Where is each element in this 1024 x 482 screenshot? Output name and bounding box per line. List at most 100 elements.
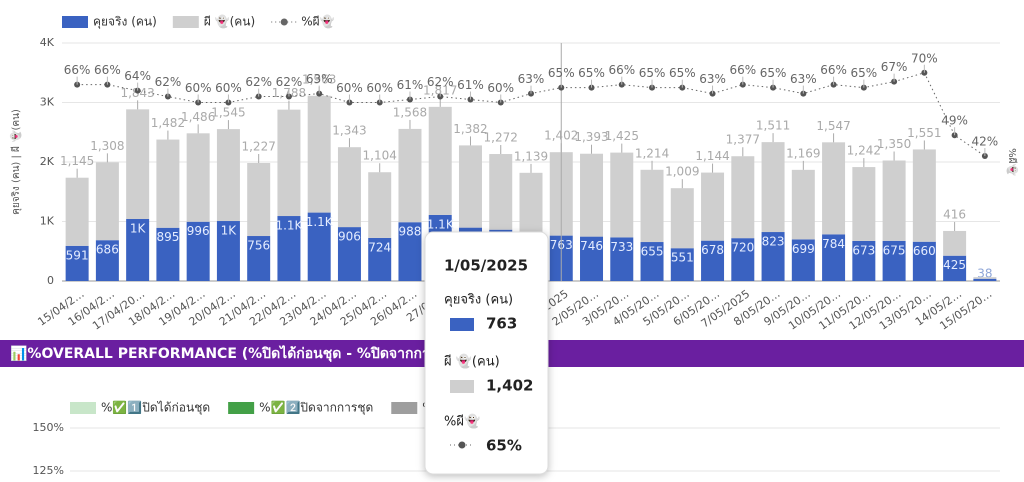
bar-value-label: 1,545 [211, 106, 245, 120]
bar-segment [368, 237, 392, 281]
bar-value-label: 1,214 [635, 146, 669, 160]
bar-segment [580, 236, 604, 281]
bar-value-label: 678 [701, 243, 724, 257]
bar-segment [761, 142, 785, 233]
bar-value-label: 699 [792, 242, 815, 256]
bar-segment [943, 230, 967, 256]
y-axis-label: คุยจริง (คน) | ผี 👻(คน) [9, 109, 22, 215]
bar-value-label: 1,568 [393, 105, 427, 119]
legend-item: คุยจริง (คน) [62, 15, 157, 30]
line-value-label: 62% [155, 75, 182, 89]
line-value-label: 63% [699, 72, 726, 86]
bar-segment [640, 242, 664, 281]
bar-segment [277, 109, 301, 217]
y-tick-label: 4K [40, 36, 55, 49]
bar-value-label: 660 [913, 244, 936, 258]
tooltip-box [424, 231, 549, 475]
bar-segment [126, 109, 150, 220]
bar-value-label: 988 [399, 225, 422, 239]
legend-swatch [228, 402, 255, 414]
line-value-label: 66% [94, 63, 121, 77]
bar-segment [398, 222, 422, 281]
bar-value-label: 1,350 [877, 137, 911, 151]
bar-value-label: 1,382 [453, 122, 487, 136]
bar-segment [701, 172, 725, 241]
bar-value-label: 1,227 [241, 140, 275, 154]
bar-value-label: 1,551 [907, 126, 941, 140]
y-tick-label: 3K [40, 96, 55, 109]
bar-value-label: 1,343 [332, 124, 366, 138]
bar-segment [882, 240, 906, 281]
bar-value-label: 1.1K [306, 215, 334, 229]
bar-value-label: 996 [187, 224, 210, 238]
bar-value-label: 1,009 [665, 165, 699, 179]
legend-label: %✅1️⃣ปิดได้ก่อนชุด [101, 401, 210, 416]
legend-label: %✅2️⃣ปิดจากการชุด [259, 401, 373, 416]
bar-segment [852, 240, 876, 281]
bar-value-label: 1K [221, 224, 238, 238]
bar-value-label: 823 [762, 235, 785, 249]
bar-segment [670, 188, 694, 249]
bar-segment [882, 160, 906, 241]
bar-segment [610, 152, 634, 238]
bar-segment [519, 172, 543, 241]
bar-segment [761, 232, 785, 281]
bar-value-label: 724 [368, 240, 391, 254]
bar-value-label: 1,169 [786, 146, 820, 160]
bar-segment [670, 248, 694, 281]
bar-value-label: 686 [96, 243, 119, 257]
y-tick-label: 125% [33, 464, 64, 477]
tooltip-series-name: คุยจริง (คน) [444, 293, 513, 308]
y2-axis-label: %ผี👻 [1006, 148, 1019, 176]
bar-segment [852, 167, 876, 241]
bar-segment [307, 212, 331, 281]
bar-segment [216, 221, 240, 281]
bar-value-label: 416 [943, 207, 966, 221]
line-value-label: 66% [608, 63, 635, 77]
legend-dot [280, 18, 288, 26]
line-value-label: 65% [578, 66, 605, 80]
tooltip-value: 763 [486, 315, 517, 333]
legend-swatch [62, 16, 88, 28]
tooltip-series-name: ผี 👻(คน) [444, 353, 500, 370]
tooltip-swatch [450, 318, 474, 331]
bar-value-label: 1.1K [275, 219, 303, 233]
line-value-label: 65% [851, 66, 878, 80]
bar-segment [398, 128, 422, 223]
legend-item: ผี 👻(คน) [172, 14, 255, 29]
bar-segment [701, 240, 725, 281]
tooltip-swatch [450, 380, 474, 393]
bar-segment [489, 154, 513, 230]
line-value-label: 62% [427, 75, 454, 89]
line-value-label: 63% [306, 72, 333, 86]
bar-segment [912, 149, 936, 242]
bar-segment [368, 172, 392, 238]
legend-swatch [172, 16, 199, 28]
line-value-label: 61% [397, 78, 424, 92]
line-value-label: 60% [487, 81, 514, 95]
line-value-label: 64% [124, 69, 151, 83]
bar-segment [973, 278, 997, 281]
bar-segment [458, 145, 482, 228]
bar-value-label: 673 [852, 243, 875, 257]
bar-segment [337, 147, 361, 228]
bar-segment [428, 106, 452, 215]
bar-segment [610, 237, 634, 281]
bar-value-label: 1,242 [847, 144, 881, 158]
bar-segment [580, 153, 604, 237]
line-value-label: 60% [185, 81, 212, 95]
bar-segment [156, 139, 180, 228]
legend-swatch [391, 402, 418, 414]
line-value-label: 67% [881, 60, 908, 74]
tooltip-title: 1/05/2025 [444, 257, 528, 275]
bar-segment [65, 245, 89, 281]
bar-segment [731, 238, 755, 281]
line-value-label: 63% [790, 72, 817, 86]
line-value-label: 60% [366, 81, 393, 95]
bar-value-label: 1,145 [60, 154, 94, 168]
tooltip-value: 65% [486, 437, 522, 455]
bar-segment [95, 162, 119, 241]
legend-label: ผี 👻(คน) [204, 14, 255, 29]
bar-value-label: 1,511 [756, 119, 790, 133]
